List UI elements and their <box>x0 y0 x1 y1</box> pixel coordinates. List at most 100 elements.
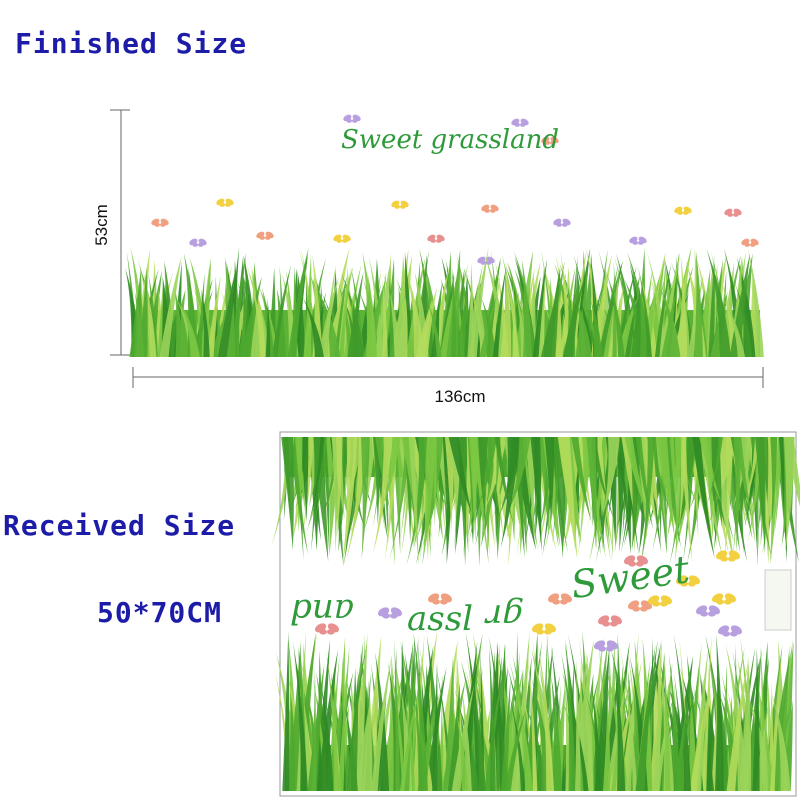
wing <box>606 646 614 652</box>
grass-blade <box>196 273 205 357</box>
grass-blade <box>370 656 392 791</box>
wing <box>636 561 644 567</box>
grass-sheet <box>271 437 800 791</box>
grass-blade <box>733 437 741 553</box>
wing <box>640 606 648 612</box>
grass-blade <box>674 699 689 791</box>
grass-blade <box>410 651 423 791</box>
grass-blade <box>602 698 611 791</box>
grass-blade <box>654 263 672 357</box>
grass-blade <box>526 648 538 791</box>
wing <box>336 238 343 243</box>
grass-blade <box>425 295 442 357</box>
wing <box>390 613 398 619</box>
grass-blade <box>318 276 339 357</box>
grass-blade <box>342 437 358 565</box>
height-label: 53cm <box>92 204 111 246</box>
grass-blade <box>315 639 331 791</box>
grass-blade <box>504 709 527 791</box>
grass-blade <box>134 291 145 357</box>
grass-blade <box>488 646 496 791</box>
grass-blade <box>282 631 290 791</box>
wing <box>342 238 348 243</box>
wing <box>708 611 716 617</box>
grass-blade <box>696 704 705 791</box>
mini-preview <box>764 569 792 631</box>
grass-blade <box>525 437 535 527</box>
grass-blade <box>635 675 652 791</box>
wing <box>544 140 550 145</box>
grass-blade <box>565 638 576 791</box>
grass-blade <box>773 437 783 539</box>
grass-blade <box>668 654 681 791</box>
grass-blade <box>201 289 210 357</box>
grass-blade <box>473 437 490 566</box>
grass-blade <box>347 271 364 357</box>
wing <box>550 140 556 145</box>
grass-blade <box>770 437 778 524</box>
wing <box>660 601 668 607</box>
grass-blade <box>388 286 395 357</box>
grass-blade <box>691 682 715 791</box>
grass-finished <box>125 247 764 357</box>
grass-blade <box>705 437 713 541</box>
wing <box>198 242 204 247</box>
grass-blade <box>272 265 292 357</box>
wing <box>716 599 725 605</box>
wing <box>432 599 440 605</box>
grass-blade <box>752 647 760 791</box>
grass-blade <box>702 634 712 791</box>
grass-blade <box>506 437 531 515</box>
grass-blade <box>468 437 477 542</box>
grass-blade <box>601 437 620 518</box>
wing <box>520 122 526 127</box>
grass-blade <box>679 437 693 563</box>
grass-blade <box>673 634 692 791</box>
finished-title: Finished Size <box>15 27 247 60</box>
grass-blade <box>379 437 401 514</box>
grass-blade <box>698 294 708 357</box>
grass-blade <box>655 437 675 533</box>
grass-blade <box>692 437 715 559</box>
grass-blade <box>624 437 649 517</box>
grass-blade <box>473 693 486 791</box>
grass-blade <box>714 634 724 791</box>
grass-blade <box>443 657 455 791</box>
wing <box>225 202 231 207</box>
grass-blade <box>546 634 555 791</box>
grass-blade <box>694 249 703 357</box>
grass-blade <box>623 278 648 357</box>
grass-blade <box>288 437 308 555</box>
grass-blade <box>299 684 314 791</box>
grass-blade <box>320 681 334 791</box>
wing <box>730 631 738 637</box>
grass-blade <box>512 279 517 357</box>
grass-blade <box>281 437 294 551</box>
grass-blade <box>217 268 236 357</box>
grass-blade <box>537 642 554 791</box>
wing <box>700 611 709 617</box>
grass-blade <box>323 437 330 551</box>
grass-blade <box>735 283 753 357</box>
wing <box>192 242 198 247</box>
grass-blade <box>178 299 200 357</box>
wing <box>436 238 442 243</box>
wing <box>219 202 225 207</box>
grass-blade <box>326 652 340 791</box>
grass-blade <box>477 437 497 508</box>
butterflies <box>151 114 759 265</box>
wing <box>160 222 166 227</box>
wing <box>750 242 756 247</box>
grass-blade <box>571 437 592 523</box>
wing <box>394 204 401 209</box>
grass-blade <box>641 437 655 561</box>
grass-blade <box>226 300 235 357</box>
wing <box>720 556 729 562</box>
grass-blade <box>722 297 746 357</box>
grass-blade <box>341 272 365 357</box>
grass-blade <box>302 297 324 357</box>
grass-blade <box>448 437 472 514</box>
grass-blade <box>574 297 592 357</box>
grass-blade <box>408 437 419 566</box>
